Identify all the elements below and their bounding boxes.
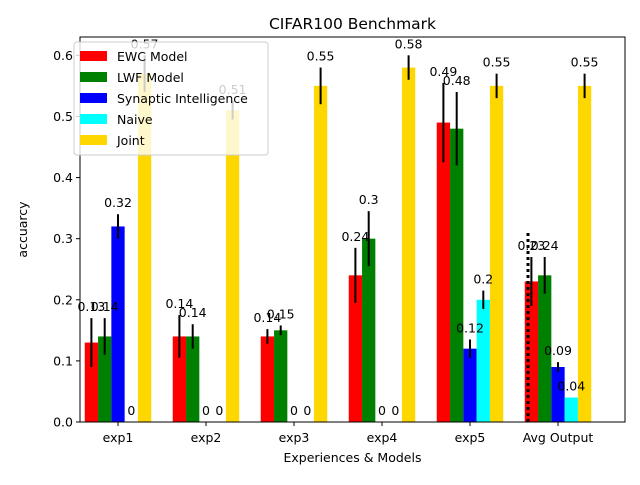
bar-ewc-model-avg-output xyxy=(524,281,539,422)
x-tick-label: exp4 xyxy=(367,430,398,445)
data-label: 0 xyxy=(391,403,399,418)
y-axis-label: accuarcy xyxy=(15,201,30,258)
data-label: 0.14 xyxy=(91,299,119,314)
data-label: 0.15 xyxy=(267,306,295,321)
bar-joint-exp4 xyxy=(401,67,416,423)
data-label: 0.14 xyxy=(179,305,207,320)
bar-naive-exp5 xyxy=(476,299,490,422)
data-label: 0.49 xyxy=(429,64,457,79)
data-label: 0 xyxy=(378,403,386,418)
data-label: 0.24 xyxy=(531,238,559,253)
data-label: 0.23 xyxy=(517,238,545,253)
bar-naive-avg-output xyxy=(564,397,578,422)
bar-joint-exp1 xyxy=(137,73,152,423)
data-label: 0 xyxy=(215,403,223,418)
bar-joint-exp3 xyxy=(313,85,328,422)
data-label: 0.12 xyxy=(456,321,484,336)
bar-ewc-model-exp1 xyxy=(84,342,99,422)
x-tick-label: Avg Output xyxy=(523,430,594,445)
legend-swatch xyxy=(80,72,107,82)
legend-item-label: Joint xyxy=(116,133,145,148)
bar-joint-avg-output xyxy=(577,85,592,422)
x-tick-label: exp3 xyxy=(279,430,310,445)
data-label: 0 xyxy=(127,403,135,418)
bar-joint-exp2 xyxy=(225,110,240,422)
data-label: 0 xyxy=(290,403,298,418)
data-label: 0.58 xyxy=(395,36,423,51)
legend-swatch xyxy=(80,93,107,103)
data-label: 0.55 xyxy=(307,49,335,64)
legend-item-label: Synaptic Intelligence xyxy=(117,91,248,106)
bar-lwf-model-exp2 xyxy=(186,336,200,422)
legend-item-label: LWF Model xyxy=(117,70,184,85)
bar-lwf-model-exp4 xyxy=(362,238,376,422)
y-tick-label: 0.6 xyxy=(53,48,73,63)
y-tick-label: 0.5 xyxy=(53,109,73,124)
data-label: 0.13 xyxy=(77,299,105,314)
y-tick-label: 0.2 xyxy=(53,292,73,307)
y-tick-label: 0.3 xyxy=(53,231,73,246)
bar-ewc-model-exp4 xyxy=(348,275,363,422)
bar-synaptic-intelligence-exp1 xyxy=(111,226,125,422)
x-tick-label: exp2 xyxy=(191,430,222,445)
legend-swatch xyxy=(80,114,107,124)
legend-box xyxy=(73,41,269,156)
plot-frame xyxy=(79,36,626,423)
y-tick-label: 0.0 xyxy=(53,415,73,430)
data-label: 0.24 xyxy=(341,229,369,244)
bar-lwf-model-exp5 xyxy=(450,128,464,422)
chart-title: CIFAR100 Benchmark xyxy=(269,15,436,33)
data-label: 0.04 xyxy=(557,379,585,394)
data-label: 0 xyxy=(202,403,210,418)
bar-joint-exp5 xyxy=(489,85,504,422)
legend: EWC Model LWF Model Synaptic Intelligence N… xyxy=(73,41,269,156)
data-label: 0.55 xyxy=(483,55,511,70)
data-label: 0.32 xyxy=(104,195,132,210)
bar-synaptic-intelligence-avg-output xyxy=(551,367,565,422)
y-tick-label: 0.1 xyxy=(53,353,73,368)
y-tick-label: 0.4 xyxy=(53,170,73,185)
data-label: 0.55 xyxy=(571,55,599,70)
x-tick-label: exp5 xyxy=(455,430,486,445)
data-label: 0.09 xyxy=(544,343,572,358)
bar-lwf-model-exp1 xyxy=(98,336,112,422)
data-label: 0.3 xyxy=(359,192,379,207)
bar-ewc-model-exp2 xyxy=(172,336,187,422)
data-label: 0.14 xyxy=(165,296,193,311)
data-label: 0.48 xyxy=(443,73,471,88)
legend-item-label: EWC Model xyxy=(117,49,188,64)
x-axis-label: Experiences & Models xyxy=(284,450,422,465)
data-label: 0.2 xyxy=(473,272,493,287)
legend-item-label: Naive xyxy=(117,112,153,127)
legend-swatch xyxy=(80,51,107,61)
bar-lwf-model-exp3 xyxy=(274,330,288,422)
x-tick-label: exp1 xyxy=(103,430,134,445)
bar-lwf-model-avg-output xyxy=(538,275,552,422)
data-label: 0 xyxy=(303,403,311,418)
bar-ewc-model-exp3 xyxy=(260,336,275,422)
legend-swatch xyxy=(80,135,107,145)
data-label: 0.14 xyxy=(253,310,281,325)
bar-ewc-model-exp5 xyxy=(436,122,451,423)
bar-synaptic-intelligence-exp5 xyxy=(463,348,477,422)
